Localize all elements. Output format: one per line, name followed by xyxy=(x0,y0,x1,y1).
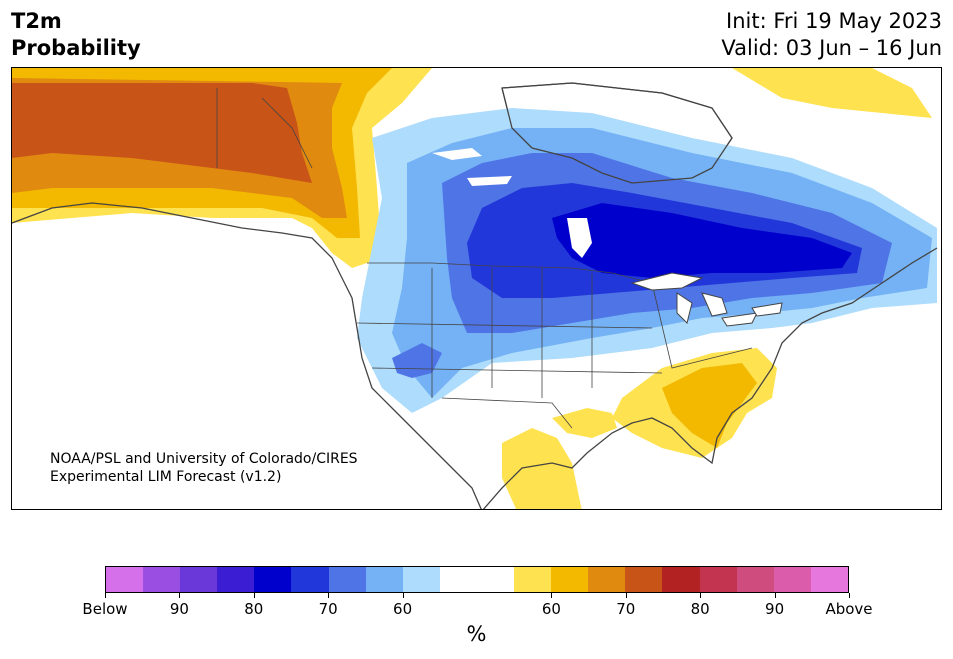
great-bear-lake xyxy=(467,176,512,186)
colorbar-tick-label: Below xyxy=(82,600,128,618)
colorbar-swatch xyxy=(810,567,848,592)
init-date: Init: Fri 19 May 2023 xyxy=(726,9,942,33)
coastlines xyxy=(12,82,938,509)
colorbar-swatch xyxy=(514,567,552,592)
colorbar-swatch xyxy=(106,567,144,592)
colorbar-tick-label: 60 xyxy=(541,600,561,618)
colorbar-swatch xyxy=(588,567,626,592)
probability-colorbar xyxy=(105,566,849,593)
credit-line-2: Experimental LIM Forecast (v1.2) xyxy=(50,469,282,485)
colorbar-tick-mark xyxy=(700,593,702,598)
colorbar-tick-mark xyxy=(179,593,181,598)
mexico-above-60 xyxy=(502,428,582,509)
colorbar-tick-label: Above xyxy=(825,600,873,618)
colorbar-tick-mark xyxy=(402,593,404,598)
great-lakes xyxy=(630,272,783,327)
political-borders xyxy=(216,88,753,429)
colorbar-swatch xyxy=(439,567,477,592)
colorbar-swatch xyxy=(625,567,663,592)
title-line-2: Probability xyxy=(11,36,141,60)
colorbar-swatch xyxy=(291,567,329,592)
greenland-warm xyxy=(732,68,932,118)
gulf-above-60 xyxy=(552,408,617,438)
colorbar-tick-mark xyxy=(625,593,627,598)
colorbar-swatch xyxy=(476,567,515,592)
colorbar-tick-mark xyxy=(105,593,106,598)
colorbar-swatch xyxy=(773,567,811,592)
colorbar-tick-label: 90 xyxy=(765,600,785,618)
colorbar-swatch xyxy=(365,567,403,592)
colorbar-tick-mark xyxy=(849,593,850,598)
colorbar-swatch xyxy=(217,567,255,592)
credit-line-1: NOAA/PSL and University of Colorado/CIRE… xyxy=(50,451,358,467)
credit-text: NOAA/PSL and University of Colorado/CIRE… xyxy=(50,450,358,486)
cold-below-75 xyxy=(552,203,852,278)
colorbar-tick-label: 60 xyxy=(393,600,413,618)
lake-winnipeg xyxy=(567,218,592,258)
map-title: T2m Probability xyxy=(11,8,141,62)
colorbar-tick-label: 70 xyxy=(318,600,338,618)
colorbar-swatch xyxy=(402,567,440,592)
colorbar-unit: % xyxy=(466,622,487,646)
great-slave-lake xyxy=(432,148,482,160)
colorbar-tick-mark xyxy=(253,593,255,598)
colorbar-tick-mark xyxy=(551,593,553,598)
alaska-above-75 xyxy=(12,83,312,183)
colorbar-tick-label: 90 xyxy=(169,600,189,618)
forecast-map: NOAA/PSL and University of Colorado/CIRE… xyxy=(11,67,942,510)
date-info: Init: Fri 19 May 2023 Valid: 03 Jun – 16… xyxy=(721,8,942,62)
colorbar-swatch xyxy=(662,567,700,592)
colorbar-swatch xyxy=(180,567,218,592)
colorbar-swatch xyxy=(328,567,366,592)
colorbar-tick-mark xyxy=(328,593,330,598)
colorbar-tick-label: 80 xyxy=(690,600,710,618)
colorbar-tick-mark xyxy=(774,593,776,598)
colorbar-swatch xyxy=(551,567,589,592)
colorbar-ticks: Below 90 80 70 60 60 70 80 90 Above xyxy=(0,600,953,620)
colorbar-tick-label: 70 xyxy=(616,600,636,618)
colorbar-swatch xyxy=(143,567,181,592)
colorbar-swatch xyxy=(699,567,737,592)
title-line-1: T2m xyxy=(11,9,62,33)
colorbar-tick-label: 80 xyxy=(244,600,264,618)
colorbar-swatch xyxy=(736,567,774,592)
southeast-above-65 xyxy=(662,363,757,448)
colorbar-swatch xyxy=(254,567,292,592)
map-svg xyxy=(12,68,941,509)
valid-range: Valid: 03 Jun – 16 Jun xyxy=(721,36,942,60)
